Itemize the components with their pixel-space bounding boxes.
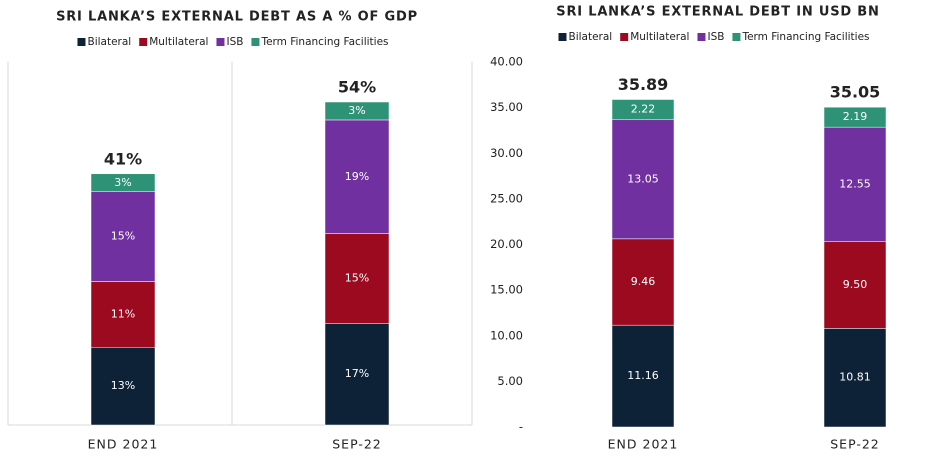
total-label: 41% <box>104 149 142 168</box>
total-label: 35.89 <box>618 75 669 94</box>
legend-swatch <box>251 38 260 46</box>
data-label: 12.55 <box>839 177 871 190</box>
data-label: 9.46 <box>631 275 656 288</box>
bar-segment <box>324 101 390 121</box>
y-tick-label: 35.00 <box>490 100 523 114</box>
bar-segment <box>823 328 887 428</box>
bar-segment <box>611 99 675 121</box>
y-tick-label: 30.00 <box>490 146 523 160</box>
legend-label: ISB <box>226 36 243 48</box>
y-tick-label: 25.00 <box>490 191 523 205</box>
bar-segment <box>611 119 675 240</box>
legend-label: Bilateral <box>568 31 612 43</box>
data-label: 11% <box>111 307 135 320</box>
data-label: 17% <box>345 367 369 380</box>
x-tick-label: END 2021 <box>88 437 159 452</box>
legend-label: Multilateral <box>149 36 208 48</box>
bar-segment <box>324 119 390 234</box>
data-label: 13% <box>111 379 135 392</box>
data-label: 10.81 <box>839 371 871 384</box>
data-label: 3% <box>114 176 131 189</box>
data-label: 19% <box>345 170 369 183</box>
bar-segment <box>611 324 675 428</box>
legend-label: Multilateral <box>630 31 689 43</box>
data-label: 15% <box>111 230 135 243</box>
data-label: 15% <box>345 271 369 284</box>
bar-segment <box>823 241 887 329</box>
y-tick-label: 15.00 <box>490 283 523 297</box>
legend-swatch <box>139 38 148 46</box>
total-label: 54% <box>338 78 376 97</box>
legend-swatch <box>697 33 706 41</box>
bar-segment <box>90 346 156 426</box>
legend-swatch <box>77 38 86 46</box>
data-label: 11.16 <box>627 369 659 382</box>
bar-segment <box>324 323 390 426</box>
data-label: 2.19 <box>843 110 868 123</box>
x-tick-label: END 2021 <box>608 437 679 452</box>
legend-swatch <box>732 33 741 41</box>
legend-swatch <box>620 33 629 41</box>
chart-title: SRI LANKA’S EXTERNAL DEBT IN USD BN <box>556 5 879 20</box>
bar-segment <box>611 238 675 326</box>
total-label: 35.05 <box>830 83 881 102</box>
data-label: 3% <box>348 104 365 117</box>
bar-segment <box>90 281 156 348</box>
y-tick-label: 5.00 <box>497 374 523 388</box>
data-label: 2.22 <box>631 103 656 116</box>
data-label: 13.05 <box>627 172 659 185</box>
x-tick-label: SEP-22 <box>830 437 880 452</box>
bar-segment <box>823 126 887 242</box>
data-label: 9.50 <box>843 278 868 291</box>
legend-label: Term Financing Facilities <box>741 31 869 43</box>
chart-title: SRI LANKA’S EXTERNAL DEBT AS A % OF GDP <box>56 10 418 25</box>
y-tick-label: 40.00 <box>490 55 523 69</box>
y-tick-label: - <box>519 420 523 434</box>
legend-label: Bilateral <box>87 36 131 48</box>
legend-label: ISB <box>707 31 724 43</box>
bar-segment <box>90 173 156 192</box>
bar-segment <box>324 233 390 324</box>
y-tick-label: 20.00 <box>490 237 523 251</box>
legend-swatch <box>558 33 567 41</box>
x-tick-label: SEP-22 <box>332 437 382 452</box>
legend-swatch <box>216 38 225 46</box>
bar-segment <box>823 106 887 128</box>
bar-segment <box>90 191 156 282</box>
y-tick-label: 10.00 <box>490 328 523 342</box>
legend-label: Term Financing Facilities <box>260 36 388 48</box>
